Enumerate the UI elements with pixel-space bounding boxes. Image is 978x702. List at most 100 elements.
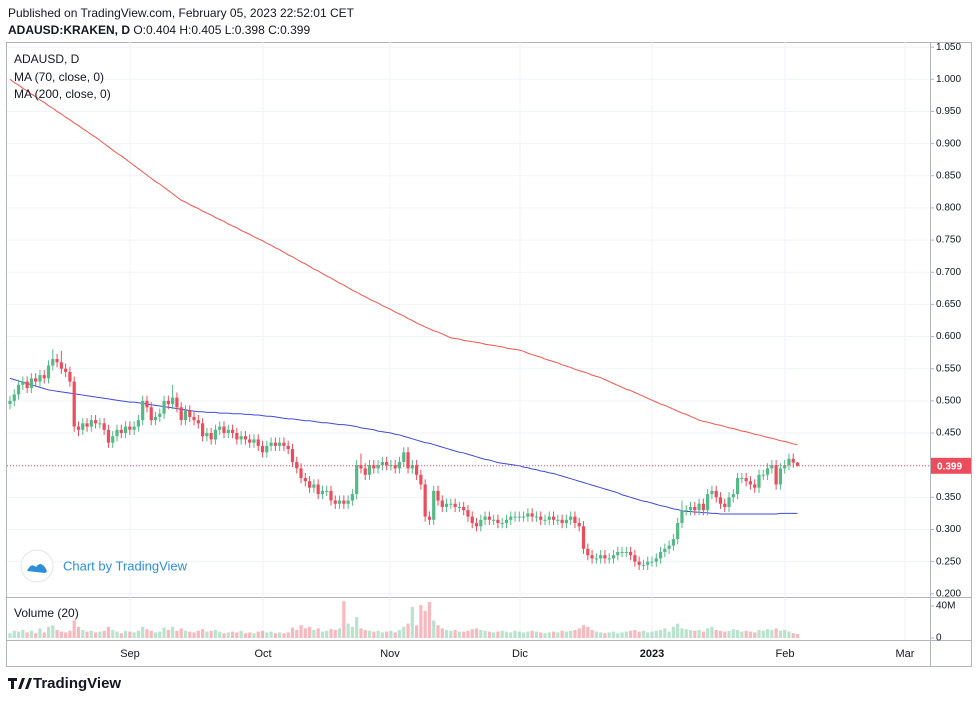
volume-bar	[607, 632, 611, 638]
candle-body	[594, 558, 598, 560]
candle-body	[513, 516, 517, 518]
volume-bar	[171, 626, 175, 638]
volume-bar	[355, 617, 359, 638]
volume-bar	[684, 629, 688, 638]
candle-body	[483, 516, 487, 520]
volume-bar	[282, 633, 286, 638]
volume-bar	[188, 631, 192, 638]
candle-body	[102, 423, 106, 430]
candle-body	[166, 400, 170, 405]
volume-bar	[581, 625, 586, 638]
volume-bar	[132, 632, 136, 638]
volume-bar	[393, 632, 397, 638]
volume-bar	[466, 630, 470, 638]
y-tick-label: 0.250	[936, 556, 961, 567]
candle-body	[119, 429, 123, 434]
volume-bar	[136, 630, 140, 638]
volume-bar	[440, 628, 444, 638]
x-tick-label: Nov	[380, 648, 400, 660]
candle-body	[325, 490, 329, 492]
candle-body	[64, 368, 68, 372]
volume-bar	[573, 630, 577, 638]
volume-bar	[432, 620, 436, 638]
volume-bar	[415, 625, 419, 638]
volume-bar	[380, 632, 384, 638]
candle-body	[688, 506, 693, 511]
candle-body	[385, 461, 389, 466]
candle-body	[462, 506, 466, 511]
volume-bar	[25, 632, 29, 638]
volume-bar	[530, 630, 534, 638]
candle-body	[693, 506, 697, 511]
candle-body	[218, 426, 222, 430]
candle-body	[380, 461, 384, 466]
volume-bar	[483, 630, 487, 638]
volume-bar	[577, 628, 581, 638]
candle-body	[115, 429, 119, 437]
volume-bar	[667, 631, 671, 638]
volume-bar	[337, 628, 342, 638]
symbol-line: ADAUSD:KRAKEN, D O:0.404 H:0.405 L:0.398…	[8, 23, 310, 37]
candle-body	[504, 519, 509, 524]
volume-bar	[85, 631, 89, 638]
volume-bar	[492, 632, 496, 638]
candle-body	[333, 500, 337, 504]
candle-body	[569, 516, 573, 520]
volume-bar	[423, 610, 427, 638]
y-tick-label: 0.550	[936, 363, 961, 374]
volume-bar	[697, 630, 701, 638]
candle-body	[410, 465, 414, 469]
candle-body	[466, 510, 470, 517]
volume-bar	[295, 630, 299, 638]
volume-bar	[106, 626, 111, 638]
candle-body	[581, 526, 586, 549]
candle-body	[350, 494, 354, 501]
candle-body	[633, 555, 637, 562]
volume-bar	[496, 631, 500, 638]
legend-ma200: MA (200, close, 0)	[14, 87, 111, 101]
volume-bar	[710, 626, 714, 638]
volume-bar	[205, 631, 209, 638]
candle-body	[29, 378, 33, 388]
candle-body	[671, 539, 675, 546]
candle-body	[624, 551, 628, 553]
volume-bar	[201, 629, 205, 638]
candle-body	[474, 523, 479, 527]
volume-bar	[620, 632, 624, 638]
candle-body	[226, 429, 230, 434]
candle-body	[397, 461, 402, 469]
y-tick-label: 0.500	[936, 395, 961, 406]
volume-bar	[218, 631, 222, 638]
volume-bar	[650, 631, 654, 638]
volume-bar	[162, 627, 166, 638]
candle-body	[320, 490, 325, 495]
volume-bar	[671, 626, 675, 638]
candle-body	[778, 468, 782, 485]
volume-bar	[774, 628, 778, 638]
volume-bar	[543, 633, 547, 638]
volume-bar	[453, 630, 457, 638]
candle-body	[123, 426, 128, 434]
legend-title: ADAUSD, D	[14, 52, 80, 66]
candle-body	[710, 490, 714, 495]
volume-bar	[500, 630, 504, 638]
candle-body	[393, 465, 397, 469]
volume-bar	[736, 630, 740, 638]
candle-body	[795, 462, 800, 466]
volume-bar	[654, 630, 658, 638]
volume-bar	[479, 630, 483, 638]
candle-body	[89, 420, 93, 427]
candle-body	[308, 481, 312, 488]
volume-bar	[226, 632, 230, 638]
candle-body	[260, 445, 265, 453]
candle-body	[551, 516, 556, 520]
candle-body	[149, 407, 153, 421]
volume-bar	[119, 633, 123, 638]
candle-body	[740, 478, 744, 480]
volume-bar	[462, 631, 466, 638]
candle-body	[676, 523, 680, 540]
candle-body	[85, 423, 89, 427]
volume-bar	[569, 630, 573, 638]
y-tick-label: 0.350	[936, 492, 961, 503]
